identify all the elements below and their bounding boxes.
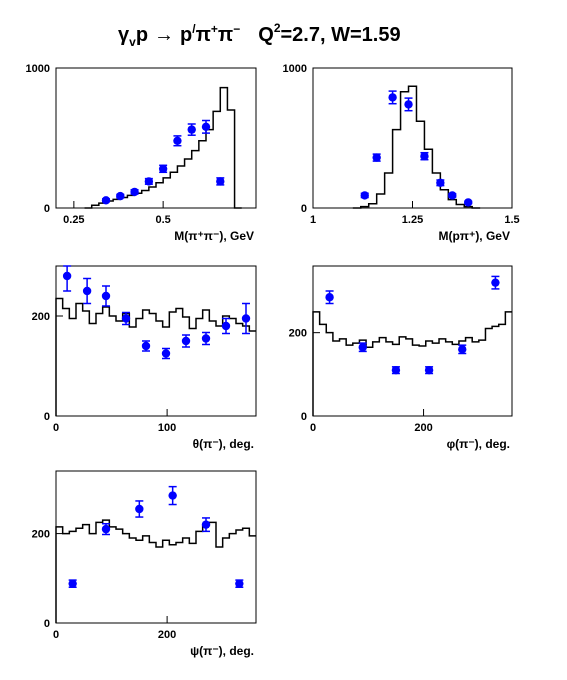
x-tick-label: 1.5: [504, 214, 519, 226]
plot-frame: [55, 67, 257, 209]
data-point: [391, 365, 401, 375]
y-tick-label: 0: [44, 203, 50, 215]
y-tick-label: 0: [44, 411, 50, 423]
data-point: [420, 152, 429, 161]
x-tick-label: 0: [53, 422, 59, 434]
data-point: [404, 100, 413, 109]
histogram-line: [352, 85, 481, 209]
data-point: [187, 125, 196, 134]
x-axis-label: ψ(π⁻), deg.: [190, 644, 254, 658]
histogram-line: [55, 519, 256, 623]
x-axis-label: M(pπ⁺), GeV: [438, 229, 510, 243]
y-tick-label: 200: [289, 328, 307, 340]
data-point: [168, 491, 177, 500]
x-tick-label: 100: [158, 422, 176, 434]
panel-m_pipi: 0 1000 0.25 0.5 M(π⁺π⁻), GeV: [26, 63, 257, 243]
x-tick-label: 1: [310, 214, 316, 226]
data-point: [116, 191, 125, 201]
y-tick-label: 1000: [26, 63, 50, 75]
data-point: [360, 191, 369, 200]
data-point: [62, 271, 72, 281]
x-tick-label: 0.25: [63, 214, 84, 226]
panel-psi: 0 200 0 200 ψ(π⁻), deg.: [32, 470, 257, 658]
y-tick-label: 0: [44, 618, 50, 630]
data-point: [135, 504, 144, 514]
data-point: [216, 177, 225, 186]
data-point: [101, 524, 111, 534]
x-axis-label: θ(π⁻), deg.: [193, 437, 254, 451]
data-point: [158, 164, 168, 173]
data-point: [458, 345, 467, 354]
x-tick-label: 200: [414, 422, 432, 434]
data-point: [464, 198, 473, 207]
histogram-line: [84, 86, 242, 209]
data-point: [121, 314, 131, 323]
data-point: [201, 122, 211, 131]
plot-frame: [312, 67, 513, 209]
data-point: [181, 336, 191, 346]
data-point: [436, 178, 445, 187]
data-point: [201, 334, 211, 343]
x-tick-label: 1.25: [402, 214, 423, 226]
data-point: [101, 291, 111, 301]
x-axis-label: M(π⁺π⁻), GeV: [174, 229, 254, 243]
figure-title: γvp → p/π+π− Q2=2.7, W=1.59: [118, 21, 401, 49]
histogram-line: [55, 297, 256, 416]
panel-theta: 0 200 0 100 θ(π⁻), deg.: [32, 265, 257, 451]
data-point: [201, 520, 211, 529]
data-point: [130, 187, 139, 197]
data-point: [372, 153, 381, 162]
data-point: [241, 314, 251, 323]
x-tick-label: 200: [158, 629, 176, 641]
data-point: [235, 579, 244, 588]
x-tick-label: 0: [53, 629, 59, 641]
y-tick-label: 1000: [283, 63, 307, 75]
x-axis-label: φ(π⁻), deg.: [447, 437, 510, 451]
x-tick-label: 0.5: [155, 214, 170, 226]
data-point: [424, 365, 434, 375]
data-point: [68, 579, 77, 588]
data-point: [388, 93, 397, 102]
y-tick-label: 200: [32, 311, 50, 323]
y-tick-label: 0: [301, 203, 307, 215]
panel-phi: 0 200 0 200 φ(π⁻), deg.: [289, 265, 513, 451]
histogram-line: [312, 311, 512, 416]
x-tick-label: 0: [310, 422, 316, 434]
data-point: [491, 278, 500, 287]
data-point: [448, 191, 457, 200]
data-point: [141, 341, 151, 351]
y-tick-label: 200: [32, 529, 50, 541]
data-point: [173, 136, 182, 145]
panel-m_ppi: 0 1000 1 1.25 1.5 M(pπ⁺), GeV: [283, 63, 520, 243]
data-point: [325, 293, 334, 302]
data-point: [144, 177, 154, 186]
data-point: [101, 196, 111, 205]
data-point: [221, 321, 231, 331]
y-tick-label: 0: [301, 411, 307, 423]
data-point: [82, 286, 92, 296]
data-point: [161, 349, 171, 358]
data-point: [358, 343, 367, 352]
